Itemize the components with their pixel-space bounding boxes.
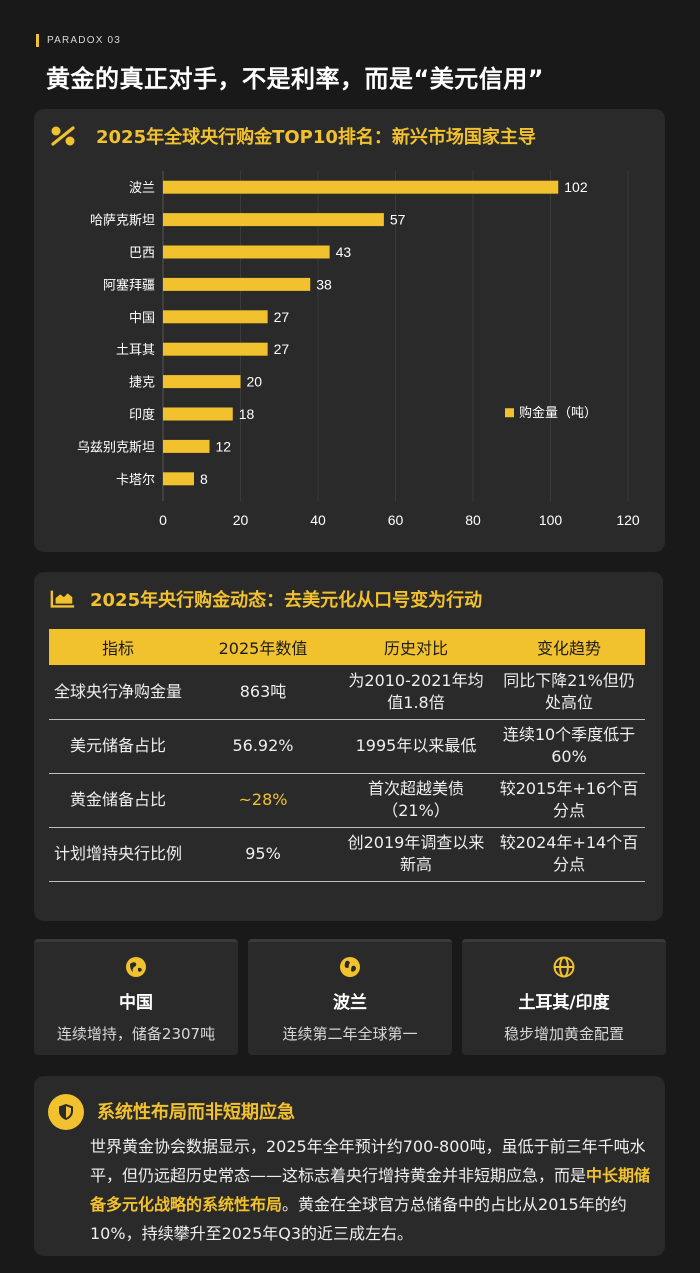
bar-value-label: 27 bbox=[274, 341, 290, 357]
table-card-header: 2025年央行购金动态：去美元化从口号变为行动 bbox=[50, 586, 482, 612]
legend-swatch bbox=[505, 408, 514, 418]
table-card: 2025年央行购金动态：去美元化从口号变为行动 指标 2025年数值 历史对比 … bbox=[34, 572, 663, 921]
bar bbox=[163, 277, 311, 291]
table-cell: 计划增持央行比例 bbox=[49, 827, 187, 882]
table-cell: 创2019年调查以来新高 bbox=[339, 827, 493, 882]
country-card-turkey-india: 土耳其/印度 稳步增加黄金配置 bbox=[462, 939, 666, 1055]
country-desc: 稳步增加黄金配置 bbox=[503, 1025, 624, 1043]
category-label: 印度 bbox=[129, 407, 155, 423]
kicker-accent-bar bbox=[36, 34, 39, 47]
country-desc: 连续第二年全球第一 bbox=[282, 1025, 418, 1043]
table-cell: 56.92% bbox=[187, 719, 339, 774]
table-cell: 863吨 bbox=[187, 665, 339, 720]
table-header-row: 指标 2025年数值 历史对比 变化趋势 bbox=[49, 629, 645, 665]
category-label: 乌兹别克斯坦 bbox=[77, 439, 155, 455]
country-card-china: 中国 连续增持，储备2307吨 bbox=[34, 939, 238, 1055]
globe-europe-icon bbox=[339, 956, 361, 978]
table-cell: 全球央行净购金量 bbox=[49, 665, 187, 720]
table-cell: 连续10个季度低于60% bbox=[493, 719, 645, 774]
x-tick-label: 0 bbox=[159, 512, 167, 528]
bar bbox=[163, 213, 384, 227]
x-tick-label: 120 bbox=[616, 512, 640, 528]
category-label: 巴西 bbox=[129, 246, 155, 261]
percent-icon bbox=[50, 123, 76, 149]
x-tick-label: 100 bbox=[539, 512, 563, 528]
bar-value-label: 20 bbox=[247, 374, 263, 390]
country-name: 中国 bbox=[119, 993, 153, 1013]
chart-card: 0 20 40 60 80 100 120 波兰 102 哈萨克斯坦 57 巴西 43 阿塞拜疆 38 中国 2… bbox=[34, 109, 665, 552]
globe-asia-icon bbox=[125, 956, 147, 978]
country-name: 土耳其/印度 bbox=[518, 993, 610, 1013]
bar-value-label: 57 bbox=[390, 212, 406, 228]
table-cell: 同比下降21%但仍处高位 bbox=[493, 665, 645, 720]
table-cell-highlight: ~28% bbox=[187, 773, 339, 828]
column-header: 变化趋势 bbox=[493, 629, 645, 665]
bar bbox=[163, 375, 241, 389]
column-header: 指标 bbox=[49, 629, 187, 665]
x-tick-label: 60 bbox=[388, 512, 404, 528]
bar-value-label: 12 bbox=[216, 438, 232, 454]
bar bbox=[163, 180, 559, 194]
bar-value-label: 18 bbox=[239, 406, 255, 422]
bar-chart: 0 20 40 60 80 100 120 波兰 102 哈萨克斯坦 57 巴西 43 阿塞拜疆 38 中国 2… bbox=[77, 171, 640, 528]
table-cell: 较2024年+14个百分点 bbox=[493, 827, 645, 882]
page-title: 黄金的真正对手，不是利率，而是“美元信用” bbox=[46, 65, 545, 93]
system-body-highlight: 中长期储备多元化战略的系统性布局 bbox=[90, 1166, 651, 1214]
category-label: 波兰 bbox=[129, 181, 155, 196]
kicker-label: PARADOX 03 bbox=[47, 35, 122, 46]
column-header: 2025年数值 bbox=[187, 629, 339, 665]
table-title: 2025年央行购金动态：去美元化从口号变为行动 bbox=[90, 590, 483, 611]
x-tick-label: 40 bbox=[310, 512, 326, 528]
bar-value-label: 38 bbox=[316, 276, 332, 292]
category-label: 土耳其 bbox=[116, 343, 155, 358]
x-tick-label: 20 bbox=[233, 512, 249, 528]
system-body-text: 。黄金在全球官方总储备中的占比从2015年的约10%，持续攀升至2025年Q3的… bbox=[90, 1195, 627, 1243]
country-card-poland: 波兰 连续第二年全球第一 bbox=[248, 939, 452, 1055]
table-cell: 黄金储备占比 bbox=[49, 773, 187, 828]
bar bbox=[163, 342, 268, 356]
category-label: 卡塔尔 bbox=[116, 473, 155, 488]
system-body: 世界黄金协会数据显示，2025年全年预计约700-800吨，虽低于前三年千吨水平… bbox=[90, 1132, 656, 1248]
area-chart-icon bbox=[50, 586, 76, 612]
dynamics-table: 指标 2025年数值 历史对比 变化趋势 全球央行净购金量 863吨 为2010… bbox=[49, 629, 645, 882]
category-label: 捷克 bbox=[129, 376, 155, 391]
globe-grid-icon bbox=[553, 956, 575, 978]
table-row: 全球央行净购金量 863吨 为2010-2021年均值1.8倍 同比下降21%但… bbox=[49, 665, 645, 720]
category-label: 哈萨克斯坦 bbox=[90, 214, 155, 229]
bar bbox=[163, 245, 330, 259]
table-cell: 首次超越美债（21%） bbox=[339, 773, 493, 828]
bar-value-label: 8 bbox=[200, 471, 208, 487]
system-card: 系统性布局而非短期应急 世界黄金协会数据显示，2025年全年预计约700-800… bbox=[34, 1076, 665, 1256]
table-cell: 1995年以来最低 bbox=[339, 719, 493, 774]
bar bbox=[163, 407, 233, 421]
table-cell: 美元储备占比 bbox=[49, 719, 187, 774]
chart-title: 2025年全球央行购金TOP10排名：新兴市场国家主导 bbox=[96, 127, 536, 148]
page-header: PARADOX 03 黄金的真正对手，不是利率，而是“美元信用” bbox=[36, 34, 656, 94]
category-label: 阿塞拜疆 bbox=[103, 277, 155, 293]
table-row: 美元储备占比 56.92% 1995年以来最低 连续10个季度低于60% bbox=[49, 719, 645, 774]
kicker-row: PARADOX 03 bbox=[36, 34, 656, 47]
x-tick-label: 80 bbox=[465, 512, 481, 528]
system-body-text: 世界黄金协会数据显示，2025年全年预计约700-800吨，虽低于前三年千吨水平… bbox=[90, 1137, 646, 1185]
country-desc: 连续增持，储备2307吨 bbox=[56, 1025, 216, 1043]
table-cell: 为2010-2021年均值1.8倍 bbox=[339, 665, 493, 720]
category-label: 中国 bbox=[129, 311, 155, 326]
table-row: 黄金储备占比 ~28% 首次超越美债（21%） 较2015年+16个百分点 bbox=[49, 773, 645, 828]
table-row: 计划增持央行比例 95% 创2019年调查以来新高 较2024年+14个百分点 bbox=[49, 827, 645, 882]
system-title: 系统性布局而非短期应急 bbox=[97, 1102, 295, 1123]
shield-icon bbox=[48, 1094, 84, 1130]
bar bbox=[163, 310, 268, 324]
bar bbox=[163, 472, 194, 486]
bar-value-label: 27 bbox=[274, 309, 290, 325]
bar bbox=[163, 439, 210, 453]
chart-card-header: 2025年全球央行购金TOP10排名：新兴市场国家主导 bbox=[50, 123, 536, 149]
table-cell: 95% bbox=[187, 827, 339, 882]
legend-label: 购金量（吨） bbox=[519, 405, 597, 421]
column-header: 历史对比 bbox=[339, 629, 493, 665]
bar-value-label: 43 bbox=[336, 244, 352, 260]
table-cell: 较2015年+16个百分点 bbox=[493, 773, 645, 828]
country-name: 波兰 bbox=[333, 993, 367, 1013]
bar-value-label: 102 bbox=[564, 179, 588, 195]
